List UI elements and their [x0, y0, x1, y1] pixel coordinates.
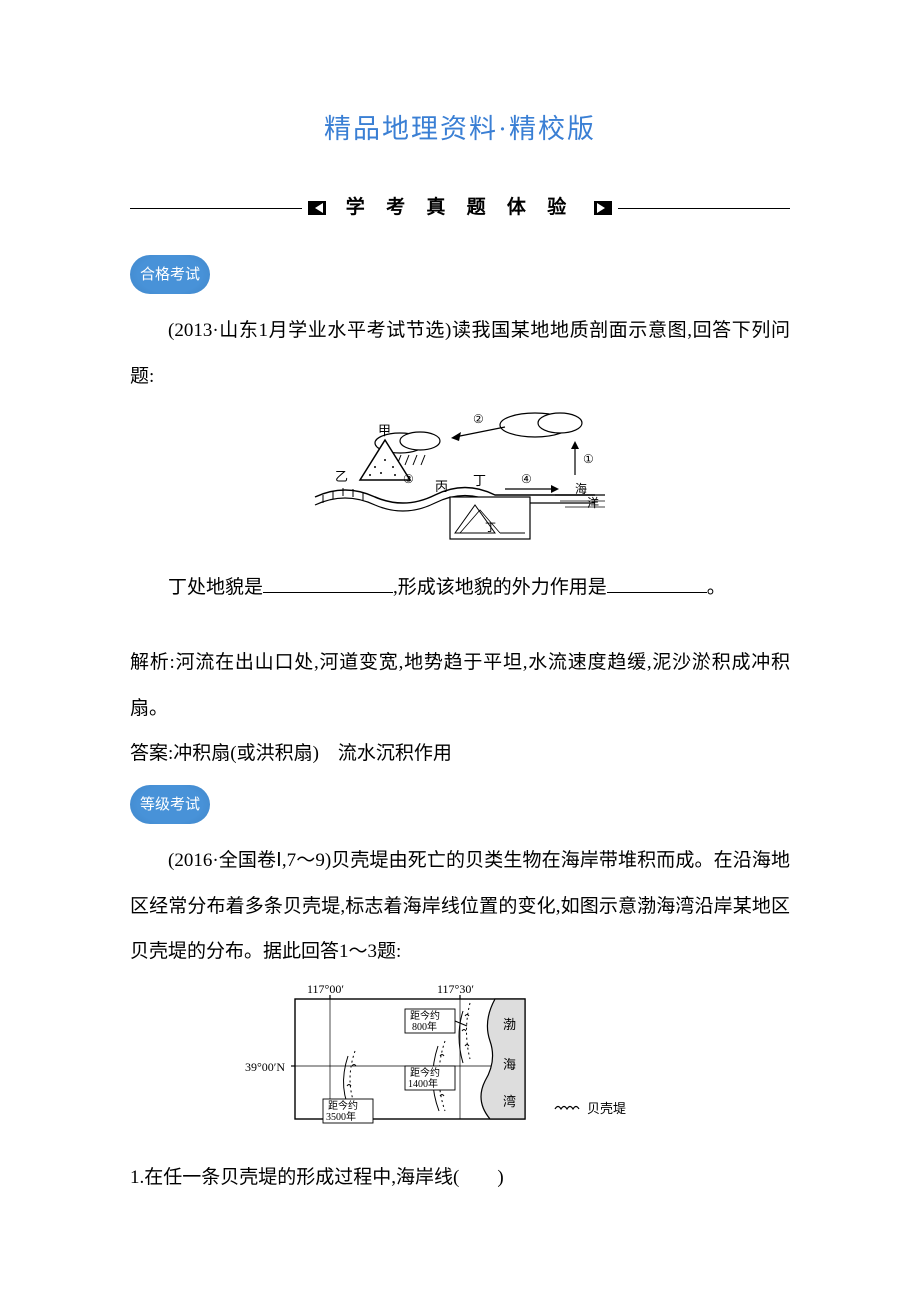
q1-intro: (2013·山东1月学业水平考试节选)读我国某地地质剖面示意图,回答下列问题:: [130, 308, 790, 399]
badge-label: 等级考试: [130, 785, 210, 824]
document-page: 精品地理资料·精校版 学 考 真 题 体 验 合格考试 (2013·山东1月学业…: [0, 0, 920, 1261]
blank-2: [607, 571, 707, 593]
svg-text:①: ①: [583, 452, 594, 466]
svg-text:海: 海: [503, 1057, 516, 1072]
svg-text:贝壳堤: 贝壳堤: [587, 1101, 626, 1116]
section-banner: 学 考 真 题 体 验: [130, 187, 790, 229]
svg-text:距今约: 距今约: [410, 1009, 440, 1022]
badge-qualify: 合格考试: [130, 247, 790, 308]
lat-label: 39°00′N: [245, 1060, 285, 1074]
q1-analysis: 解析:河流在出山口处,河道变宽,地势趋于平坦,水流速度趋缓,泥沙淤积成冲积扇。: [130, 640, 790, 731]
svg-text:距今约: 距今约: [328, 1099, 358, 1112]
lon2-label: 117°30′: [437, 982, 474, 996]
bohai-map: 117°00′ 117°30′ 39°00′N 渤 海 湾: [245, 981, 675, 1136]
svg-text:湾: 湾: [503, 1094, 516, 1109]
badge-label: 合格考试: [130, 255, 210, 294]
svg-text:1400年: 1400年: [408, 1077, 438, 1090]
svg-text:甲: 甲: [378, 423, 391, 438]
q1-blank-prefix: 丁处地貌是: [168, 577, 263, 598]
svg-text:丁: 丁: [473, 473, 486, 488]
q1-answer: 答案:冲积扇(或洪积扇) 流水沉积作用: [130, 731, 790, 777]
q2-intro: (2016·全国卷Ⅰ,7～9)贝壳堤由死亡的贝类生物在海岸带堆积而成。在沿海地区…: [130, 838, 790, 975]
q1-fill-blank: 丁处地貌是 ,形成该地貌的外力作用是 。: [130, 565, 790, 611]
svg-text:3500年: 3500年: [326, 1110, 356, 1123]
svg-text:海: 海: [575, 481, 587, 496]
q2-question1: 1.在任一条贝壳堤的形成过程中,海岸线( ): [130, 1155, 790, 1201]
svg-text:渤: 渤: [503, 1017, 516, 1032]
diagram-2: 117°00′ 117°30′ 39°00′N 渤 海 湾: [130, 981, 790, 1149]
svg-text:800年: 800年: [412, 1020, 437, 1033]
svg-text:距今约: 距今约: [410, 1066, 440, 1079]
diagram-1: ① ② 甲 乙: [130, 405, 790, 558]
svg-text:③: ③: [403, 472, 414, 486]
svg-text:洋: 洋: [587, 495, 599, 510]
svg-text:丁: 丁: [485, 522, 496, 534]
q1-blank-mid: ,形成该地貌的外力作用是: [393, 577, 607, 598]
main-title: 精品地理资料·精校版: [130, 100, 790, 159]
svg-text:②: ②: [473, 412, 484, 426]
spacer: [130, 610, 790, 640]
divider-line: [618, 208, 790, 209]
blank-1: [263, 571, 393, 593]
divider-line: [130, 208, 302, 209]
svg-text:乙: 乙: [335, 469, 348, 484]
geology-diagram: ① ② 甲 乙: [305, 405, 615, 545]
lon1-label: 117°00′: [307, 982, 344, 996]
arrow-right-icon: [594, 201, 612, 215]
badge-level: 等级考试: [130, 777, 790, 838]
svg-text:丙: 丙: [435, 479, 448, 494]
q1-blank-end: 。: [707, 577, 726, 598]
section-title: 学 考 真 题 体 验: [332, 187, 588, 229]
svg-text:④: ④: [521, 472, 532, 486]
arrow-left-icon: [308, 201, 326, 215]
